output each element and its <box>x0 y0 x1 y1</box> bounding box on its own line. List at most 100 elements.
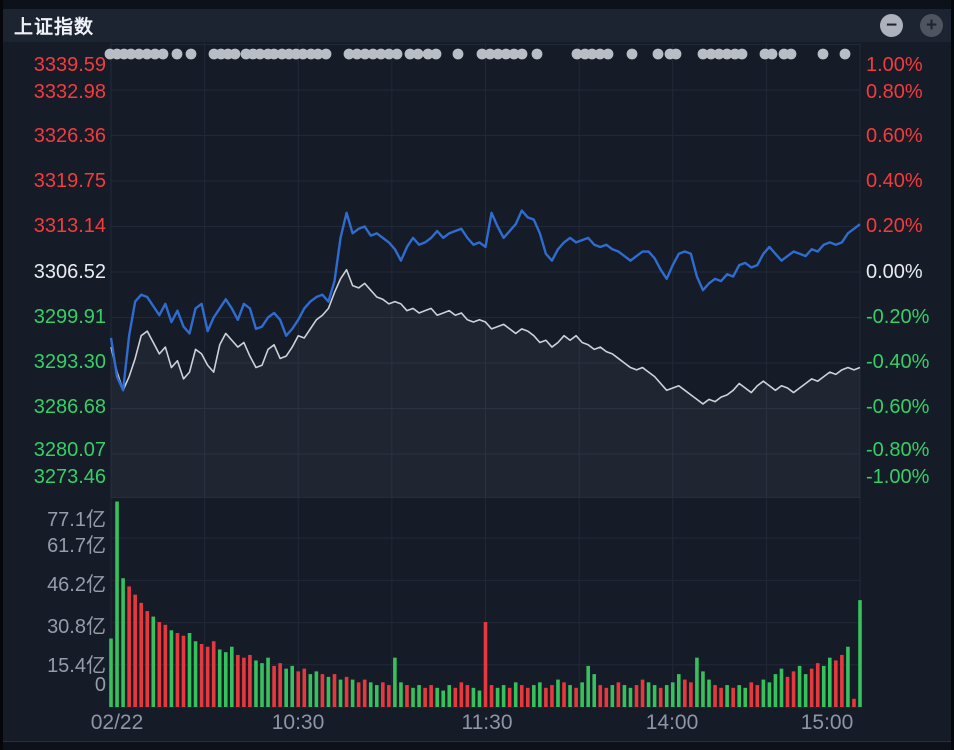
intraday-chart[interactable]: 3339.59 1.00% 3332.98 0.80% 3326.36 0.60% 3319… <box>3 42 951 742</box>
percent-axis-label: 0.60% <box>866 125 923 147</box>
event-marker-dot[interactable] <box>626 48 638 60</box>
volume-bar <box>525 687 530 707</box>
volume-bar <box>356 682 361 707</box>
event-marker-dot[interactable] <box>149 48 161 60</box>
event-marker-dot[interactable] <box>297 48 309 60</box>
event-marker-dot[interactable] <box>185 48 197 60</box>
volume-bar <box>574 687 578 707</box>
event-marker-dot[interactable] <box>602 48 614 60</box>
volume-bar <box>610 685 615 707</box>
event-marker-dot[interactable] <box>839 48 851 60</box>
volume-bar <box>483 622 488 707</box>
volume-bar <box>248 654 252 707</box>
event-marker-dot[interactable] <box>351 48 363 60</box>
volume-bar <box>604 687 609 707</box>
event-marker-dot[interactable] <box>383 48 395 60</box>
volume-bar <box>689 682 693 707</box>
event-marker-dot[interactable] <box>343 48 355 60</box>
volume-bar <box>725 685 729 707</box>
volume-bar <box>278 663 282 707</box>
event-marker-dot[interactable] <box>531 48 543 60</box>
event-marker-dot[interactable] <box>652 48 664 60</box>
event-marker-dot[interactable] <box>404 48 416 60</box>
volume-bar <box>562 682 566 707</box>
event-marker-dot[interactable] <box>375 48 387 60</box>
event-marker-dot[interactable] <box>391 48 403 60</box>
window-top-border <box>3 0 951 9</box>
event-marker-dot[interactable] <box>268 48 280 60</box>
percent-axis-label: -0.80% <box>866 439 930 461</box>
volume-bar <box>296 671 301 707</box>
event-marker-dot[interactable] <box>500 48 512 60</box>
event-marker-dot[interactable] <box>452 48 464 60</box>
event-marker-dot[interactable] <box>586 48 598 60</box>
volume-bar <box>538 682 542 707</box>
volume-bar <box>374 685 379 707</box>
volume-bar <box>236 654 240 707</box>
volume-bar <box>121 578 125 707</box>
volume-bar <box>423 687 427 707</box>
volume-bar <box>834 660 838 707</box>
event-marker-dot[interactable] <box>697 48 709 60</box>
volume-bar <box>217 649 222 707</box>
event-marker-dot[interactable] <box>670 48 682 60</box>
event-marker-dot[interactable] <box>422 48 434 60</box>
zoom-controls: − + <box>880 14 943 37</box>
event-marker-dot[interactable] <box>359 48 371 60</box>
volume-bar <box>266 657 270 707</box>
zoom-out-button[interactable]: − <box>880 14 903 37</box>
event-marker-dot[interactable] <box>594 48 606 60</box>
event-marker-dot[interactable] <box>312 48 324 60</box>
volume-bar <box>749 682 754 707</box>
volume-bar <box>344 676 349 707</box>
event-marker-dot[interactable] <box>785 48 797 60</box>
volume-bar <box>157 622 162 707</box>
price-axis-label: 3306.52 <box>33 261 106 283</box>
event-marker-dot[interactable] <box>484 48 496 60</box>
event-marker-dot[interactable] <box>516 48 528 60</box>
event-marker-dot[interactable] <box>705 48 717 60</box>
volume-bar <box>550 685 554 707</box>
event-marker-dot[interactable] <box>171 48 183 60</box>
chart-canvas[interactable] <box>3 42 951 742</box>
event-marker-dot[interactable] <box>817 48 829 60</box>
event-marker-dot[interactable] <box>254 48 266 60</box>
volume-bar <box>616 682 621 707</box>
event-marker-dot[interactable] <box>721 48 733 60</box>
volume-bar <box>387 685 391 707</box>
event-marker-dot[interactable] <box>508 48 520 60</box>
volume-bar <box>803 674 808 707</box>
event-marker-dot[interactable] <box>430 48 442 60</box>
event-marker-dot[interactable] <box>571 48 583 60</box>
event-marker-dot[interactable] <box>412 48 424 60</box>
event-marker-dot[interactable] <box>125 48 137 60</box>
time-axis-label: 14:00 <box>645 711 699 734</box>
volume-bar <box>145 611 150 707</box>
event-marker-dot[interactable] <box>141 48 153 60</box>
percent-axis-label: 0.40% <box>866 170 923 192</box>
volume-bar <box>169 630 174 707</box>
volume-bar <box>779 668 784 707</box>
volume-bar <box>326 676 331 707</box>
event-marker-dot[interactable] <box>713 48 725 60</box>
event-marker-dot[interactable] <box>367 48 379 60</box>
volume-bar <box>187 633 192 707</box>
event-marker-dot[interactable] <box>320 48 332 60</box>
volume-bar <box>532 685 536 707</box>
volume-bar <box>284 668 288 707</box>
volume-bar <box>495 687 500 707</box>
time-axis-label: 02/22 <box>90 711 144 734</box>
event-marker-dot[interactable] <box>492 48 504 60</box>
volume-bar <box>332 674 337 707</box>
event-marker-dot[interactable] <box>133 48 145 60</box>
price-axis-label: 3286.68 <box>33 396 106 418</box>
event-marker-dot[interactable] <box>157 48 169 60</box>
event-marker-dot[interactable] <box>229 48 241 60</box>
average-price-line <box>110 268 861 405</box>
event-marker-dot[interactable] <box>736 48 748 60</box>
event-marker-dot[interactable] <box>766 48 778 60</box>
zoom-in-button[interactable]: + <box>920 14 943 37</box>
index-price-line <box>109 209 861 392</box>
volume-bar <box>405 685 409 707</box>
event-marker-dot[interactable] <box>476 48 488 60</box>
